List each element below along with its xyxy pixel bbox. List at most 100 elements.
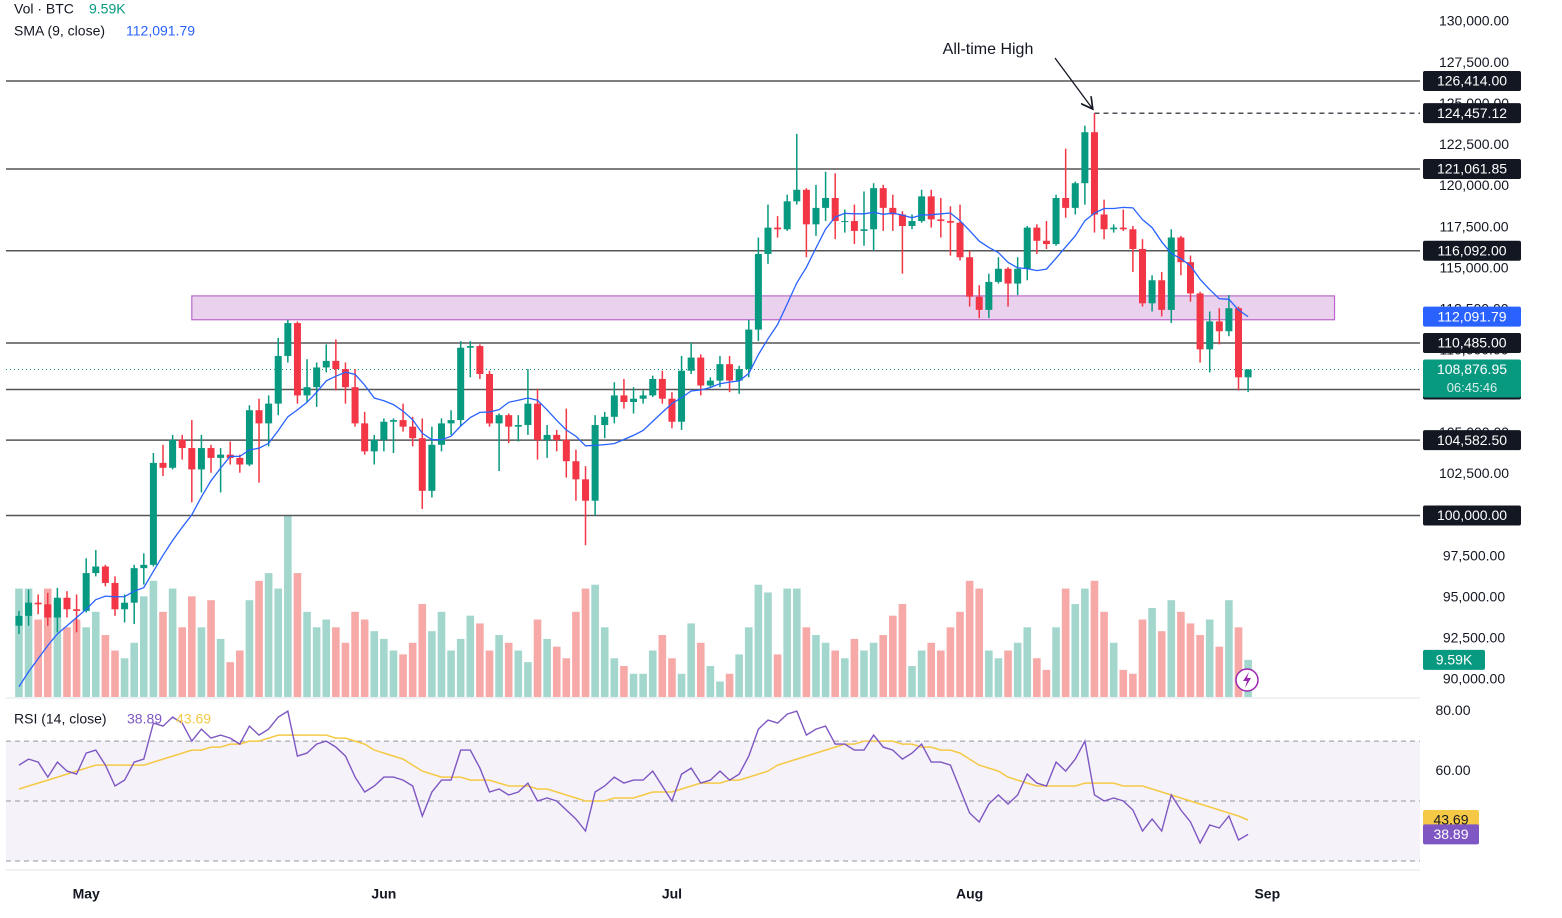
- volume-bar: [994, 658, 1003, 697]
- candle-body: [975, 296, 983, 310]
- volume-bar: [668, 658, 676, 697]
- volume-bar: [139, 596, 148, 697]
- volume-bar: [216, 638, 225, 697]
- candle-body: [101, 566, 109, 583]
- candle-body: [610, 395, 618, 417]
- candle-body: [1129, 229, 1137, 250]
- candle-wick: [498, 413, 500, 472]
- x-tick-label: Aug: [956, 886, 983, 902]
- candle-body: [946, 221, 954, 223]
- candle-body: [82, 573, 90, 611]
- volume-bar: [1100, 611, 1108, 697]
- volume-bar: [245, 600, 254, 697]
- candle-body: [582, 479, 590, 501]
- volume-bar: [543, 638, 551, 697]
- candle-body: [620, 395, 628, 402]
- volume-bar: [965, 580, 974, 697]
- volume-bar: [917, 650, 926, 697]
- price-pane: [6, 80, 1420, 697]
- candle-wick: [1122, 209, 1125, 231]
- volume-bar: [937, 650, 945, 697]
- candle-body: [34, 602, 42, 605]
- y-tick-label: 102,500.00: [1439, 465, 1509, 481]
- candle-body: [1167, 237, 1175, 310]
- volume-bar: [456, 638, 465, 697]
- volume-bar: [677, 673, 686, 697]
- volume-bar: [207, 600, 215, 697]
- volume-bar: [860, 650, 868, 697]
- volume-bar: [1177, 611, 1185, 697]
- candle-wick: [940, 198, 942, 238]
- candle-body: [341, 369, 349, 388]
- candle-wick: [402, 403, 404, 432]
- volume-bar: [908, 666, 916, 697]
- y-tick-label: 127,500.00: [1439, 54, 1509, 70]
- candle-body: [284, 323, 292, 356]
- volume-bar: [284, 515, 292, 697]
- volume-bar: [812, 635, 820, 697]
- volume-bar: [159, 611, 167, 697]
- candle-body: [687, 357, 695, 371]
- candle-wick: [555, 429, 558, 452]
- candle-body: [389, 420, 397, 422]
- candle-wick: [210, 444, 212, 473]
- rsi-tick-label: 60.00: [1435, 762, 1470, 778]
- candle-wick: [863, 191, 865, 246]
- candle-body: [207, 448, 215, 458]
- volume-bar: [360, 619, 369, 697]
- volume-bar: [82, 627, 90, 697]
- y-tick-label: 122,500.00: [1439, 136, 1509, 152]
- volume-bar: [495, 635, 503, 697]
- volume-bar: [1157, 631, 1166, 697]
- candle-body: [197, 448, 205, 470]
- candle-body: [130, 568, 138, 603]
- price-tag: 108,876.95: [1437, 361, 1507, 377]
- level-tag-bg: [1423, 505, 1521, 526]
- candle-body: [409, 426, 417, 439]
- volume-bar: [1215, 646, 1224, 697]
- volume-bar: [725, 673, 734, 697]
- candle-wick: [258, 398, 260, 483]
- volume-bar: [869, 642, 878, 697]
- volume-bar: [466, 615, 475, 697]
- candle-body: [476, 346, 484, 375]
- candle-body: [812, 207, 820, 225]
- candle-body: [1148, 280, 1156, 304]
- volume-bar: [1148, 607, 1156, 697]
- level-tag: 104,582.50: [1437, 432, 1507, 448]
- volume-bar: [1119, 669, 1128, 697]
- candle-wick: [306, 359, 308, 402]
- candle-body: [870, 188, 878, 230]
- candle-body: [159, 462, 167, 468]
- candle-body: [591, 425, 599, 501]
- candle-body: [1119, 227, 1127, 230]
- candle-body: [485, 374, 493, 424]
- volume-bar: [53, 600, 62, 697]
- candle-body: [908, 221, 916, 226]
- volume-bar: [332, 627, 340, 697]
- candle-body: [1110, 227, 1118, 230]
- candle-body: [178, 439, 186, 449]
- candle-body: [1081, 132, 1089, 184]
- candle-body: [783, 201, 791, 230]
- candle-body: [399, 420, 407, 427]
- volume-bar: [428, 631, 436, 697]
- candle-body: [92, 566, 100, 574]
- candle-wick: [507, 413, 510, 444]
- alert-icon-bolt: [1243, 672, 1251, 688]
- volume-bar: [370, 631, 379, 697]
- volume-bar: [1023, 627, 1032, 697]
- volume-bar: [735, 654, 743, 697]
- candle-wick: [325, 344, 328, 373]
- volume-bar: [1081, 588, 1089, 697]
- volume-bar: [1061, 588, 1070, 697]
- volume-bar: [236, 650, 244, 697]
- candle-body: [1196, 293, 1204, 350]
- candle-body: [140, 564, 148, 569]
- candle-wick: [392, 418, 395, 453]
- candle-body: [793, 189, 801, 202]
- rsi-line: [18, 709, 1249, 845]
- candle-body: [706, 380, 714, 386]
- annotation-arrow: [1054, 57, 1092, 108]
